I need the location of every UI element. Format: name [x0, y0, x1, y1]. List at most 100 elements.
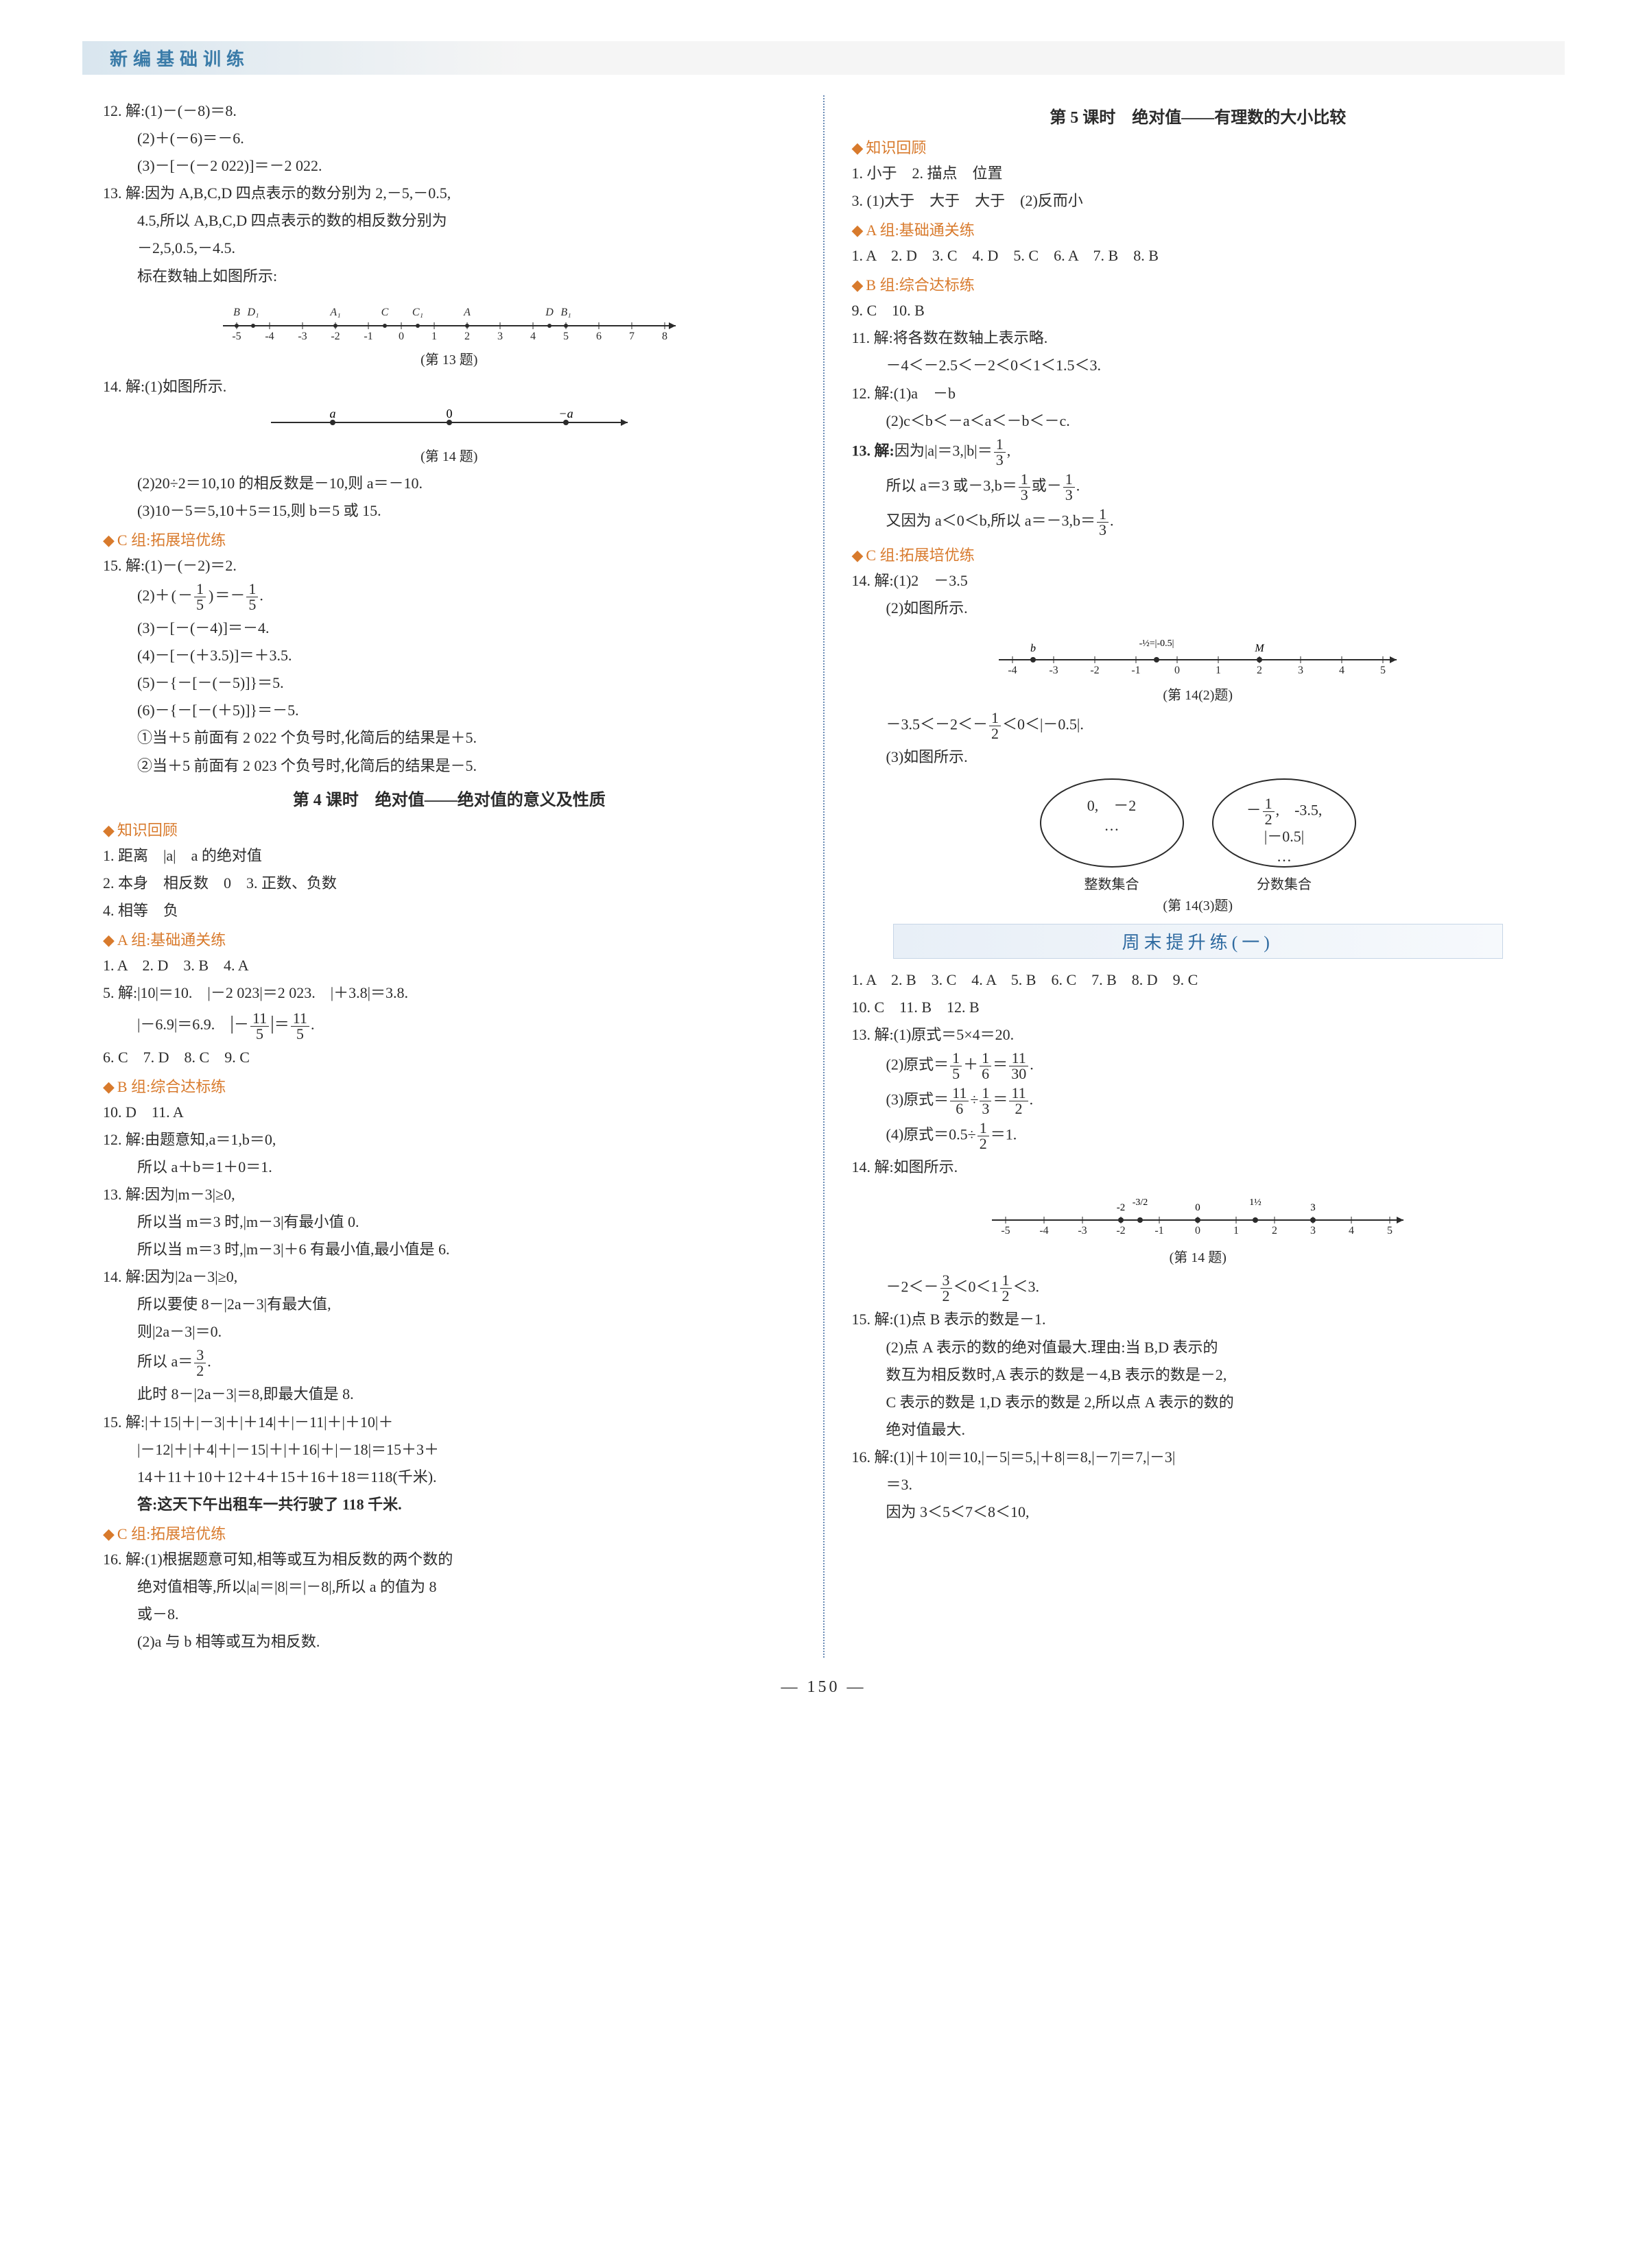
q12-1: 12. 解:(1)－(－8)＝8. [103, 99, 796, 123]
right-column: 第 5 课时 绝对值——有理数的大小比较 ◆知识回顾 1. 小于 2. 描点 位… [831, 95, 1565, 1658]
svg-text:A₁: A₁ [329, 307, 340, 318]
svg-text:-2: -2 [1091, 665, 1100, 676]
w-15b: (2)点 A 表示的数的绝对值最大.理由:当 B,D 表示的 [852, 1336, 1545, 1359]
svg-text:4: 4 [1349, 1225, 1354, 1237]
q13-2: 4.5,所以 A,B,C,D 四点表示的数的相反数分别为 [103, 209, 796, 232]
c16-3: 或－8. [103, 1603, 796, 1626]
k-1: 1. 距离 |a| a 的绝对值 [103, 844, 796, 868]
q15-4: (4)－[－(＋3.5)]＝＋3.5. [103, 644, 796, 667]
lesson-4-title: 第 4 课时 绝对值——绝对值的意义及性质 [103, 786, 796, 810]
svg-text:-1: -1 [1155, 1225, 1164, 1237]
r-group-b: ◆B 组:综合达标练 [852, 273, 1545, 295]
diamond-icon: ◆ [103, 1525, 115, 1542]
svg-text:C: C [381, 307, 388, 318]
q14-caption: (第 14 题) [103, 445, 796, 465]
r-b12a: 12. 解:(1)a －b [852, 382, 1545, 405]
svg-text:6: 6 [596, 331, 602, 342]
diamond-icon: ◆ [103, 822, 115, 839]
svg-text:D: D [545, 307, 554, 318]
book-title: 新编基础训练 [82, 41, 1565, 75]
b-14b: 所以要使 8－|2a－3|有最大值, [103, 1293, 796, 1316]
b-15a: 15. 解:|＋15|＋|－3|＋|＋14|＋|－11|＋|＋10|＋ [103, 1411, 796, 1434]
svg-text:-3: -3 [298, 331, 307, 342]
q15-2: (2)＋(－15)＝－15. [103, 582, 796, 612]
diamond-icon: ◆ [852, 276, 864, 294]
q12-2: (2)＋(－6)＝－6. [103, 127, 796, 150]
a-6: 6. C 7. D 8. C 9. C [103, 1046, 796, 1069]
page-number: — 150 — [82, 1678, 1565, 1697]
svg-text:-1: -1 [1132, 665, 1141, 676]
w-15e: 绝对值最大. [852, 1418, 1545, 1442]
svg-text:5: 5 [563, 331, 569, 342]
svg-text:A: A [463, 307, 471, 318]
b-13c: 所以当 m＝3 时,|m－3|＋6 有最小值,最小值是 6. [103, 1238, 796, 1261]
oval-label-2: 分数集合 [1212, 873, 1356, 893]
diamond-icon: ◆ [852, 222, 864, 239]
r-group-knowledge-label: 知识回顾 [866, 139, 926, 156]
a-5b: |－6.9|＝6.9. |－115|＝115. [103, 1009, 796, 1041]
r-k2: 3. (1)大于 大于 大于 (2)反而小 [852, 189, 1545, 213]
svg-text:-2: -2 [331, 331, 340, 342]
oval1-line2: … [1041, 816, 1183, 836]
b-15b: |－12|＋|＋4|＋|－15|＋|＋16|＋|－18|＝15＋3＋ [103, 1438, 796, 1461]
w-14b: －2＜－32＜0＜112＜3. [852, 1273, 1545, 1304]
r14-2-caption: (第 14(2)题) [852, 684, 1545, 704]
r-group-b-label: B 组:综合达标练 [866, 276, 974, 294]
r-group-knowledge: ◆知识回顾 [852, 136, 1545, 158]
svg-text:-3: -3 [1050, 665, 1058, 676]
q14-2: (2)20÷2＝10,10 的相反数是－10,则 a＝－10. [103, 472, 796, 495]
svg-text:3: 3 [1310, 1225, 1316, 1237]
svg-text:5: 5 [1387, 1225, 1393, 1237]
svg-text:1: 1 [1233, 1225, 1239, 1237]
diamond-icon: ◆ [852, 139, 864, 156]
b-15c: 14＋11＋10＋12＋4＋15＋16＋18＝118(千米). [103, 1466, 796, 1489]
w-1: 1. A 2. B 3. C 4. A 5. B 6. C 7. B 8. D … [852, 968, 1545, 992]
numberline-q13: -5-4-3 -2-10 123 456 78 B D₁ A₁ C C₁ A D… [103, 295, 796, 368]
c16-1: 16. 解:(1)根据题意可知,相等或互为相反数的两个数的 [103, 1548, 796, 1571]
oval2-line2: |－0.5| [1213, 827, 1355, 847]
svg-text:-3/2: -3/2 [1133, 1197, 1148, 1208]
svg-text:0: 0 [1195, 1225, 1200, 1237]
diamond-icon: ◆ [103, 931, 115, 948]
w-16b: ＝3. [852, 1473, 1545, 1496]
b-14d: 所以 a＝32. [103, 1348, 796, 1378]
b-14e: 此时 8－|2a－3|＝8,即最大值是 8. [103, 1383, 796, 1406]
q15-3: (3)－[－(－4)]＝－4. [103, 617, 796, 640]
w-13d: (4)原式＝0.5÷12＝1. [852, 1121, 1545, 1151]
svg-text:4: 4 [530, 331, 536, 342]
svg-text:-½=|-0.5|: -½=|-0.5| [1139, 638, 1174, 649]
r-b9: 9. C 10. B [852, 299, 1545, 322]
svg-text:b: b [1030, 643, 1036, 654]
svg-text:0: 0 [1196, 1202, 1201, 1213]
w-15d: C 表示的数是 1,D 表示的数是 2,所以点 A 表示的数的 [852, 1391, 1545, 1414]
group-b-1-label: B 组:综合达标练 [117, 1078, 226, 1095]
r-b13a: 13. 解:因为|a|＝3,|b|＝13, [852, 437, 1545, 468]
svg-text:-1: -1 [364, 331, 372, 342]
svg-text:C₁: C₁ [412, 307, 423, 318]
page: 新编基础训练 12. 解:(1)－(－8)＝8. (2)＋(－6)＝－6. (3… [0, 0, 1647, 2268]
group-knowledge-1-label: 知识回顾 [117, 822, 178, 839]
oval-caption: (第 14(3)题) [852, 894, 1545, 914]
b-12b: 所以 a＋b＝1＋0＝1. [103, 1156, 796, 1179]
q14-1: 14. 解:(1)如图所示. [103, 375, 796, 398]
svg-text:4: 4 [1339, 665, 1344, 676]
c16-2: 绝对值相等,所以|a|＝|8|＝|－8|,所以 a 的值为 8 [103, 1575, 796, 1599]
q15-6: (6)－{－[－(＋5)]}＝－5. [103, 699, 796, 722]
r-c14a: 14. 解:(1)2 －3.5 [852, 569, 1545, 593]
b-14a: 14. 解:因为|2a－3|≥0, [103, 1265, 796, 1289]
oval2-line3: … [1213, 847, 1355, 867]
q15-5: (5)－{－[－(－5)]}＝5. [103, 671, 796, 695]
k-3: 4. 相等 负 [103, 899, 796, 922]
left-column: 12. 解:(1)－(－8)＝8. (2)＋(－6)＝－6. (3)－[－(－2… [82, 95, 816, 1658]
q14-3: (3)10－5＝5,10＋5＝15,则 b＝5 或 15. [103, 499, 796, 523]
oval-fractions: －12, -3.5, |－0.5| … [1212, 778, 1356, 868]
ovals: 0, －2 … －12, -3.5, |－0.5| … 整数集合 分数集合 (第… [852, 778, 1545, 914]
group-a-1: ◆A 组:基础通关练 [103, 928, 796, 950]
svg-text:2: 2 [464, 331, 470, 342]
q13-1: 13. 解:因为 A,B,C,D 四点表示的数分别为 2,－5,－0.5, [103, 182, 796, 205]
b-14c: 则|2a－3|＝0. [103, 1320, 796, 1344]
svg-text:0: 0 [446, 407, 452, 420]
diamond-icon: ◆ [103, 1078, 115, 1095]
svg-text:-3: -3 [1078, 1225, 1087, 1237]
r-b12b: (2)c＜b＜－a＜a＜－b＜－c. [852, 409, 1545, 433]
